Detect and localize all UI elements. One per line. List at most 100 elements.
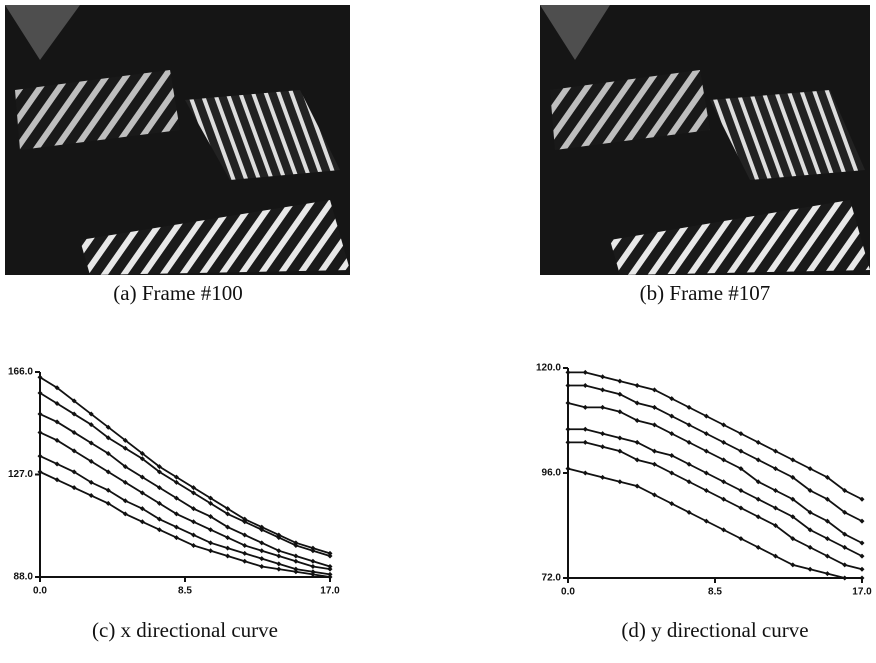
data-point xyxy=(842,575,848,581)
data-point xyxy=(738,466,744,472)
curve xyxy=(567,402,863,544)
data-point xyxy=(773,488,779,493)
data-point xyxy=(721,479,727,485)
data-point xyxy=(807,544,813,550)
data-point xyxy=(669,396,675,402)
data-point xyxy=(721,496,727,502)
data-point xyxy=(617,391,623,397)
data-point xyxy=(54,477,60,483)
data-point xyxy=(634,400,640,406)
data-point xyxy=(327,566,333,572)
data-point xyxy=(191,532,197,538)
data-point xyxy=(634,418,640,423)
data-point xyxy=(173,535,179,541)
x-tick-label: 17.0 xyxy=(320,586,340,597)
data-point xyxy=(276,566,282,572)
data-point xyxy=(582,404,588,410)
data-point xyxy=(88,422,94,428)
data-point xyxy=(773,448,779,454)
data-point xyxy=(88,458,94,464)
data-point xyxy=(242,519,248,525)
data-point xyxy=(105,424,111,430)
data-point xyxy=(276,561,282,567)
data-point xyxy=(738,536,744,542)
y-tick-label: 120.0 xyxy=(536,363,561,374)
data-point xyxy=(669,413,675,419)
curve xyxy=(39,413,331,568)
data-point xyxy=(582,470,588,476)
data-point xyxy=(651,387,657,393)
data-point xyxy=(54,385,60,391)
caption: (b) Frame #107 xyxy=(640,281,771,305)
data-point xyxy=(54,461,60,467)
data-point xyxy=(310,548,316,554)
data-point xyxy=(225,553,231,559)
x-tick-label: 0.0 xyxy=(33,586,47,597)
data-point xyxy=(208,548,214,554)
data-point xyxy=(122,464,128,470)
data-point xyxy=(191,485,197,491)
data-point xyxy=(703,431,709,437)
data-point xyxy=(859,575,865,581)
curve xyxy=(567,467,862,579)
data-point xyxy=(634,457,640,463)
data-point xyxy=(617,479,623,485)
data-point xyxy=(191,490,197,496)
data-point xyxy=(122,437,128,443)
data-point xyxy=(600,474,606,480)
y-tick-label: 72.0 xyxy=(542,573,562,584)
data-point xyxy=(225,545,231,551)
data-point xyxy=(790,474,796,480)
data-point xyxy=(156,469,162,475)
data-point xyxy=(208,495,214,501)
data-point xyxy=(54,419,60,425)
data-point xyxy=(669,470,675,476)
data-point xyxy=(790,536,796,542)
data-point xyxy=(582,369,588,375)
data-point xyxy=(634,439,640,445)
data-point xyxy=(807,527,813,533)
x-tick-label: 8.5 xyxy=(178,586,192,597)
data-point xyxy=(208,527,214,533)
data-point xyxy=(225,511,231,517)
data-point xyxy=(242,532,248,538)
data-point xyxy=(617,435,623,441)
data-point xyxy=(293,558,299,564)
curve xyxy=(568,371,863,501)
data-point xyxy=(600,404,606,410)
data-point xyxy=(565,426,571,432)
data-point xyxy=(703,413,709,419)
data-point xyxy=(88,440,94,446)
data-point xyxy=(242,542,248,548)
data-point xyxy=(71,485,77,491)
data-point xyxy=(310,545,316,551)
data-point xyxy=(755,544,761,550)
data-point xyxy=(859,566,865,572)
data-point xyxy=(582,426,588,432)
data-point xyxy=(634,383,640,388)
data-point xyxy=(276,548,282,554)
data-point xyxy=(755,479,761,485)
y-tick-label: 166.0 xyxy=(8,367,33,378)
data-point xyxy=(156,516,162,522)
data-point xyxy=(842,562,848,568)
data-point xyxy=(755,514,761,520)
data-point xyxy=(807,566,813,572)
data-point xyxy=(617,409,623,415)
data-point xyxy=(293,553,299,559)
data-point xyxy=(651,492,657,498)
data-point xyxy=(276,553,282,559)
data-point xyxy=(88,479,94,485)
data-point xyxy=(790,514,796,520)
data-point xyxy=(565,400,571,406)
data-point xyxy=(773,523,779,528)
y-tick-label: 127.0 xyxy=(8,469,33,480)
data-point xyxy=(191,519,197,525)
data-point xyxy=(54,437,60,443)
data-point xyxy=(225,506,231,512)
data-point xyxy=(105,469,111,475)
data-point xyxy=(208,540,214,546)
data-point xyxy=(156,485,162,491)
data-point xyxy=(824,518,830,524)
